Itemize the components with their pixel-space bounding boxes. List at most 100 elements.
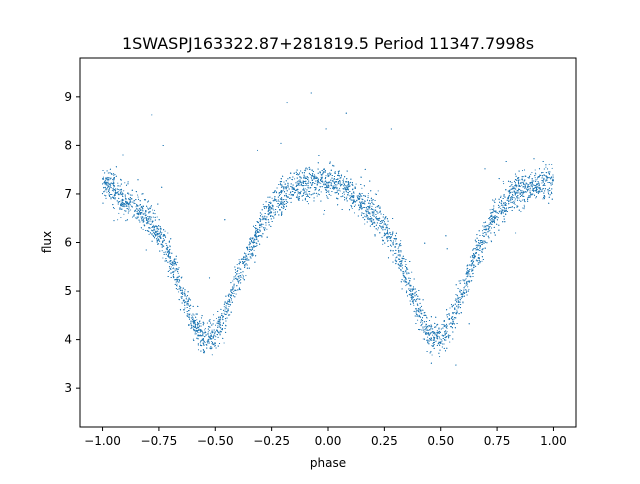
data-point	[411, 271, 413, 273]
data-point	[510, 199, 512, 201]
data-point	[525, 188, 527, 190]
data-point	[469, 273, 471, 275]
data-point	[503, 204, 505, 206]
data-point	[502, 209, 504, 211]
data-point	[446, 327, 448, 329]
data-point	[521, 184, 523, 186]
data-point	[422, 309, 424, 311]
data-point	[144, 217, 146, 219]
data-point	[537, 182, 539, 184]
data-point	[226, 308, 228, 310]
data-point	[436, 330, 438, 332]
data-point	[224, 300, 226, 302]
data-point	[134, 217, 136, 219]
data-point	[414, 291, 416, 293]
data-point	[285, 187, 287, 189]
data-point	[457, 296, 459, 298]
data-point	[471, 261, 474, 263]
data-point	[443, 343, 445, 345]
data-point	[323, 213, 325, 215]
data-point	[531, 179, 533, 181]
data-point	[296, 181, 298, 183]
data-point	[285, 200, 288, 203]
data-point	[465, 278, 467, 280]
data-point	[160, 235, 162, 237]
data-point	[334, 183, 336, 186]
data-point	[122, 193, 124, 195]
data-point	[373, 209, 375, 211]
data-point	[178, 267, 180, 269]
data-point	[534, 169, 536, 171]
data-point	[412, 303, 414, 305]
data-point	[117, 189, 119, 191]
data-point	[386, 230, 389, 232]
data-point	[288, 193, 290, 195]
data-point	[298, 181, 300, 183]
data-point	[524, 186, 527, 188]
data-point	[215, 336, 217, 338]
data-point	[462, 302, 464, 304]
data-point	[377, 190, 379, 192]
data-point	[107, 181, 109, 183]
data-point	[405, 285, 407, 287]
data-point	[320, 191, 322, 193]
data-point	[217, 325, 219, 327]
data-point	[497, 212, 500, 214]
data-point	[378, 219, 380, 221]
data-point	[256, 227, 258, 229]
data-point	[316, 195, 318, 197]
data-point	[138, 207, 140, 209]
data-point	[153, 209, 156, 211]
data-point	[474, 255, 476, 257]
data-point	[151, 234, 153, 236]
data-point	[327, 183, 329, 185]
data-point	[369, 220, 371, 222]
data-point	[255, 230, 257, 232]
data-point	[238, 272, 240, 275]
data-point	[370, 219, 372, 221]
data-point	[177, 280, 179, 282]
data-point	[551, 183, 554, 185]
data-point	[320, 176, 322, 178]
data-point	[280, 186, 282, 189]
data-point	[168, 269, 170, 271]
data-point	[173, 261, 175, 263]
data-point	[456, 309, 458, 311]
data-point	[507, 199, 509, 201]
data-point	[367, 192, 369, 195]
data-point	[542, 198, 544, 200]
data-point	[186, 296, 188, 298]
data-point	[523, 180, 525, 182]
data-point	[193, 319, 195, 321]
data-point	[304, 188, 306, 190]
data-point	[230, 297, 232, 300]
data-point	[482, 225, 484, 227]
data-point	[112, 179, 114, 181]
data-point	[320, 182, 322, 184]
data-point	[233, 285, 235, 287]
data-point	[505, 203, 508, 205]
data-point	[192, 338, 194, 340]
data-point	[466, 284, 468, 286]
data-point	[162, 234, 164, 236]
data-point	[352, 191, 354, 193]
data-point	[106, 191, 108, 193]
data-point	[481, 260, 483, 262]
data-point	[545, 166, 547, 168]
data-point	[193, 323, 195, 325]
data-point	[281, 201, 283, 203]
data-point	[307, 187, 309, 189]
data-point	[210, 340, 213, 343]
data-point	[449, 307, 451, 309]
data-point	[413, 299, 415, 301]
data-point	[128, 208, 130, 210]
data-point	[394, 246, 396, 248]
data-point	[135, 206, 137, 208]
data-point	[446, 331, 448, 333]
data-point	[241, 274, 243, 276]
data-point	[534, 172, 536, 174]
data-point	[422, 338, 424, 340]
data-point	[514, 203, 516, 205]
